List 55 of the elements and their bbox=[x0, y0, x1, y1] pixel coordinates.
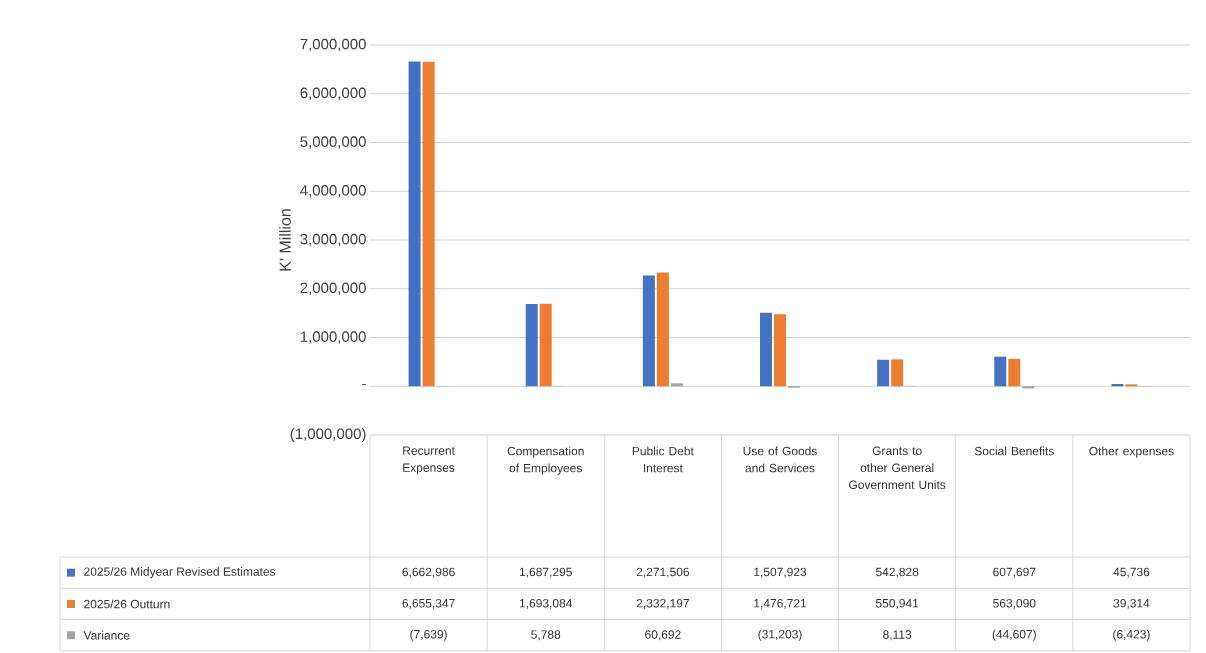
data-label: 1,476,721 bbox=[754, 599, 807, 609]
data-label: 6,655,347 bbox=[402, 599, 455, 609]
y-tick-label: 4,000,000 bbox=[300, 185, 366, 198]
data-label: 2,271,506 bbox=[636, 567, 690, 578]
legend-label: 2025/26 Midyear Revised Estimates bbox=[84, 567, 276, 579]
data-label: (44,607) bbox=[992, 629, 1036, 641]
data-label: (6,423) bbox=[1113, 629, 1150, 641]
x-tick-label: Compensation of Employees bbox=[507, 446, 584, 475]
y-tick-label: 2,000,000 bbox=[300, 282, 366, 295]
data-label: 8,113 bbox=[883, 630, 912, 641]
bar bbox=[1008, 358, 1021, 387]
y-axis-title: K' Million bbox=[279, 209, 291, 271]
x-tick-label: Grants to other General Government Units bbox=[849, 446, 946, 490]
data-label: 39,314 bbox=[1113, 599, 1150, 609]
bar bbox=[994, 356, 1007, 387]
data-label: 5,788 bbox=[531, 630, 561, 641]
data-label: 1,687,295 bbox=[519, 567, 572, 578]
bar bbox=[422, 61, 435, 387]
bar bbox=[656, 272, 669, 387]
data-label: 542,828 bbox=[875, 567, 919, 578]
data-label: 45,736 bbox=[1113, 567, 1150, 578]
data-label: 563,090 bbox=[993, 599, 1036, 609]
data-label: 6,662,986 bbox=[402, 567, 455, 578]
y-tick-label: (1,000,000) bbox=[290, 428, 366, 442]
x-tick-label: Other expenses bbox=[1089, 446, 1174, 458]
data-label: 2,332,197 bbox=[636, 599, 689, 609]
bar bbox=[539, 303, 552, 387]
bar bbox=[408, 61, 421, 387]
x-tick-label: Use of Goods and Services bbox=[743, 446, 817, 473]
bar bbox=[760, 312, 773, 387]
bar bbox=[877, 359, 890, 387]
x-tick-label: Public Debt Interest bbox=[632, 446, 694, 473]
bar bbox=[1022, 386, 1035, 389]
y-tick-label: 5,000,000 bbox=[300, 136, 366, 149]
data-label: (31,203) bbox=[758, 629, 802, 641]
data-label: 60,692 bbox=[645, 630, 681, 641]
data-label: 550,941 bbox=[875, 599, 919, 609]
y-tick-label: 3,000,000 bbox=[300, 233, 366, 247]
bar bbox=[774, 314, 787, 387]
data-label: (7,639) bbox=[410, 629, 447, 641]
y-tick-label: 6,000,000 bbox=[300, 87, 366, 100]
legend-label: 2025/26 Outturn bbox=[84, 599, 170, 609]
y-tick-label: 1,000,000 bbox=[300, 331, 366, 344]
bar bbox=[891, 359, 904, 387]
data-label: 1,507,923 bbox=[754, 567, 807, 578]
bar bbox=[670, 383, 683, 387]
bar bbox=[642, 275, 655, 387]
data-label: 1,693,084 bbox=[519, 599, 573, 609]
bar bbox=[525, 303, 538, 387]
data-label: 607,697 bbox=[993, 567, 1036, 578]
y-tick-label: 7,000,000 bbox=[300, 38, 366, 52]
x-tick-label: Recurrent Expenses bbox=[403, 446, 455, 475]
legend-label: Variance bbox=[83, 630, 130, 640]
y-tick-label: - bbox=[362, 383, 366, 386]
x-tick-label: Social Benefits bbox=[974, 446, 1054, 456]
